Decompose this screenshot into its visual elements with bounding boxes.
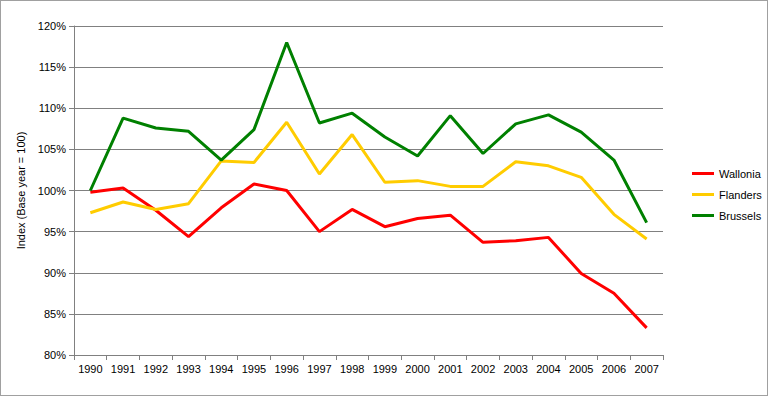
svg-text:1995: 1995 xyxy=(242,363,266,375)
svg-text:105%: 105% xyxy=(38,143,66,155)
svg-text:100%: 100% xyxy=(38,185,66,197)
svg-text:120%: 120% xyxy=(38,20,66,32)
svg-text:Flanders: Flanders xyxy=(719,189,762,201)
svg-text:2002: 2002 xyxy=(471,363,495,375)
svg-text:2006: 2006 xyxy=(602,363,626,375)
svg-text:1999: 1999 xyxy=(373,363,397,375)
svg-text:1994: 1994 xyxy=(209,363,233,375)
svg-text:85%: 85% xyxy=(44,308,66,320)
svg-text:2003: 2003 xyxy=(504,363,528,375)
svg-text:1990: 1990 xyxy=(78,363,102,375)
svg-text:95%: 95% xyxy=(44,226,66,238)
svg-text:110%: 110% xyxy=(39,102,67,114)
svg-text:90%: 90% xyxy=(44,267,66,279)
svg-text:2001: 2001 xyxy=(438,363,462,375)
svg-text:115%: 115% xyxy=(39,61,67,73)
svg-text:1992: 1992 xyxy=(144,363,168,375)
svg-text:1997: 1997 xyxy=(307,363,331,375)
svg-text:80%: 80% xyxy=(44,349,66,361)
svg-text:Index (Base year = 100): Index (Base year = 100) xyxy=(15,132,27,250)
svg-text:2007: 2007 xyxy=(634,363,658,375)
svg-text:2000: 2000 xyxy=(405,363,429,375)
svg-text:1991: 1991 xyxy=(111,363,135,375)
svg-text:1998: 1998 xyxy=(340,363,364,375)
svg-text:1993: 1993 xyxy=(176,363,200,375)
svg-text:2004: 2004 xyxy=(536,363,560,375)
svg-text:2005: 2005 xyxy=(569,363,593,375)
svg-text:1996: 1996 xyxy=(274,363,298,375)
svg-text:Brussels: Brussels xyxy=(719,210,762,222)
svg-text:Wallonia: Wallonia xyxy=(719,168,762,180)
